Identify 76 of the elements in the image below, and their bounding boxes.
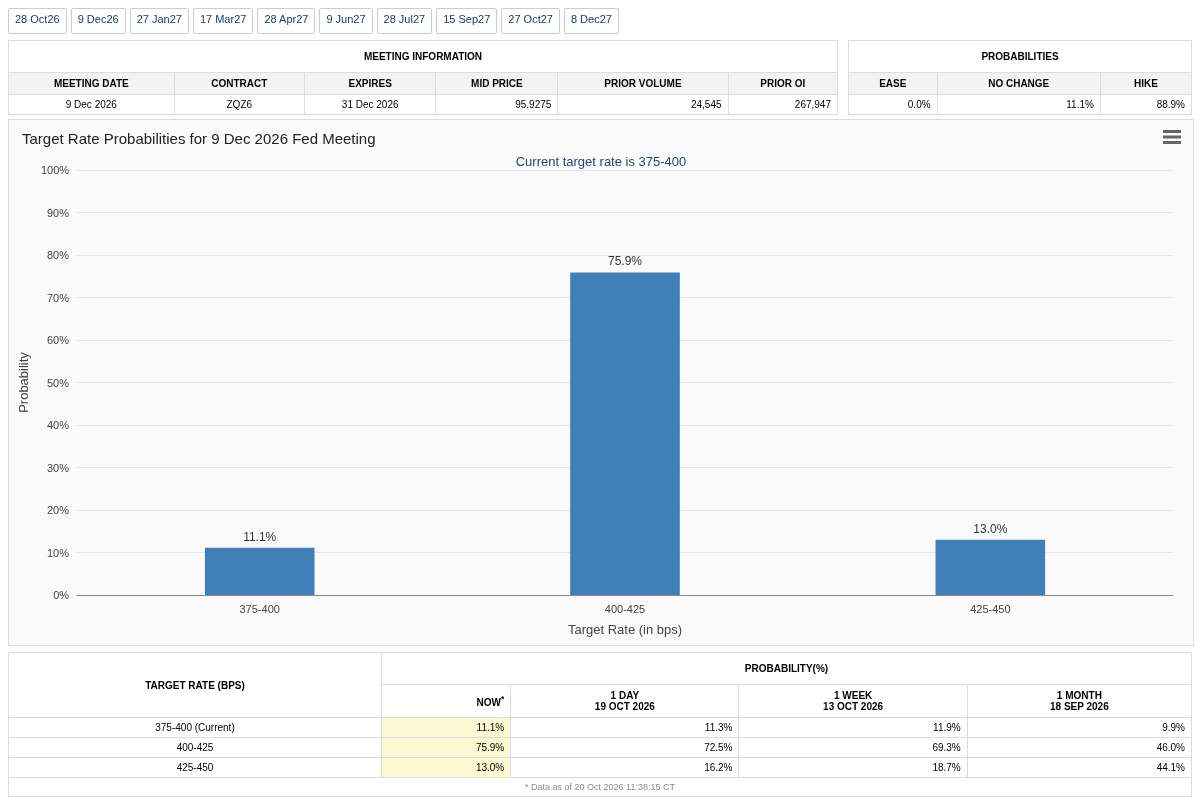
x-tick-label: 425-450 [970, 602, 1011, 615]
text: 16.2% [704, 762, 733, 773]
category-label: EASE [848, 72, 938, 95]
text: MEETING INFORMATION [8, 40, 838, 73]
y-tick-label: 70% [47, 291, 70, 304]
y-tick-label: 40% [47, 419, 70, 431]
text: PROBABILITY(%) [381, 652, 1192, 685]
category-label: CONTRACT [174, 72, 305, 95]
category-label: MEETING DATE [8, 72, 175, 95]
category-label: EXPIRES [304, 72, 436, 95]
text: PROBABILITIES [848, 40, 1192, 73]
text: 9.9% [1162, 722, 1185, 733]
text: * Data as of 20 Oct 2026 11:38:15 CT [8, 777, 1192, 797]
y-tick-label: 10% [47, 546, 70, 559]
y-tick-label: 0% [53, 589, 70, 601]
text: 8 Dec27 [563, 8, 619, 34]
text: 27 Jan27 [129, 8, 189, 34]
y-tick-label: 60% [47, 334, 70, 346]
category-label: NO CHANGE [937, 72, 1101, 95]
text: 11.1% [1066, 99, 1094, 110]
text: 9 Dec 2026 [65, 99, 117, 110]
category-label: PRIOR OI [728, 72, 838, 95]
y-tick-label: 90% [47, 206, 70, 219]
bar [204, 547, 315, 595]
text: 69.3% [932, 742, 961, 753]
text: 18.7% [932, 762, 961, 773]
text: 88.9% [1156, 99, 1185, 110]
bar [570, 272, 680, 595]
y-tick-label: 50% [47, 376, 70, 389]
text: 27 Oct27 [501, 8, 560, 34]
text: 9 Jun27 [319, 8, 373, 34]
data-label: 13.0% [973, 521, 1008, 536]
category-label: 400-425 [176, 742, 214, 753]
data-label: 75.9% [608, 254, 643, 269]
text: 44.1% [1156, 762, 1185, 773]
text: 11.9% [933, 722, 961, 733]
text: 46.0% [1156, 742, 1185, 753]
text: 11.1% [476, 722, 505, 733]
x-tick-label: 375-400 [239, 602, 280, 615]
category-label: PRIOR VOLUME [557, 72, 729, 95]
text: 11.3% [704, 722, 733, 733]
text: 72.5% [704, 742, 733, 753]
y-tick-label: 100% [40, 164, 70, 176]
text: 28 Jul27 [376, 8, 433, 34]
text: 15 Sep27 [436, 8, 498, 34]
category-label: 425-450 [176, 762, 214, 773]
category-label: 1 MONTH 18 SEP 2026 [967, 684, 1192, 718]
text: ZQZ6 [226, 99, 253, 110]
text: 267,947 [794, 99, 831, 110]
text: 28 Apr27 [257, 8, 316, 34]
data-label: 11.1% [243, 529, 277, 544]
category-label: MID PRICE [435, 72, 558, 95]
text: 31 Dec 2026 [341, 99, 399, 110]
y-tick-label: 20% [47, 504, 70, 516]
text: TARGET RATE (BPS) [8, 652, 382, 718]
text: 75.9% [475, 742, 505, 753]
y-axis-title: Probability [16, 351, 31, 413]
text: 28 Oct26 [8, 8, 67, 34]
x-tick-label: 400-425 [604, 602, 646, 615]
text: 17 Mar27 [192, 8, 254, 34]
text: 13.0% [475, 762, 505, 773]
category-label: 1 DAY 19 OCT 2026 [510, 684, 739, 718]
text: 95.9275 [515, 99, 552, 110]
category-label: NOW$^{*}$ [381, 684, 511, 718]
category-label: 375-400 (Current) [155, 722, 235, 733]
y-tick-label: 80% [47, 249, 70, 261]
y-tick-label: 30% [47, 461, 70, 474]
category-label: 1 WEEK 13 OCT 2026 [738, 684, 968, 718]
text: 24,545 [690, 99, 722, 110]
text: 9 Dec26 [70, 8, 126, 34]
text: 0.0% [907, 99, 931, 110]
chart-title: Target Rate Probabilities for 9 Dec 2026 Fed Meeting [22, 130, 376, 147]
x-axis-title: Target Rate (in bps) [567, 622, 683, 637]
category-label: HIKE [1100, 72, 1192, 95]
chart-subtitle: Current target rate is 375-400 [515, 154, 687, 169]
bar [935, 539, 1046, 595]
